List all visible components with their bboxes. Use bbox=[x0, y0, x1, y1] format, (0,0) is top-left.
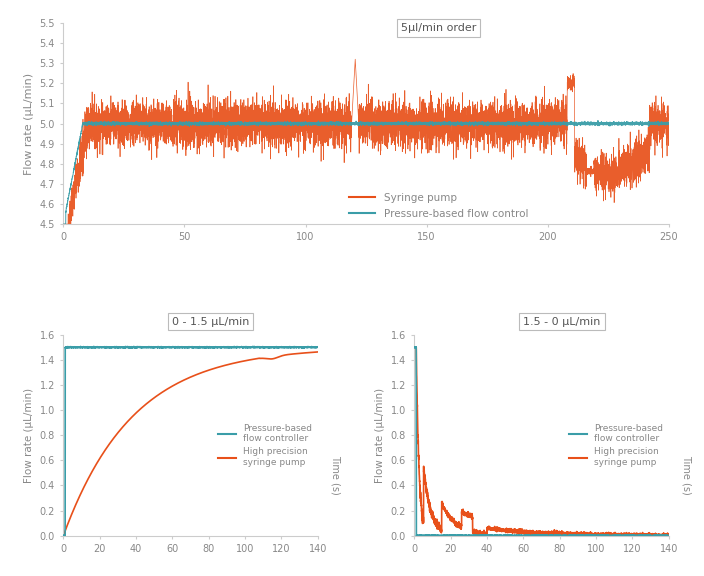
Text: Time (s): Time (s) bbox=[331, 456, 341, 495]
Y-axis label: Flow rate (μL/min): Flow rate (μL/min) bbox=[24, 73, 34, 175]
Y-axis label: Flow rate (μL/min): Flow rate (μL/min) bbox=[24, 388, 34, 483]
Legend: Pressure-based
flow controller, High precision
syringe pump: Pressure-based flow controller, High pre… bbox=[214, 420, 316, 471]
Text: 1.5 - 0 μL/min: 1.5 - 0 μL/min bbox=[523, 317, 601, 327]
Text: Time (s): Time (s) bbox=[681, 456, 691, 495]
Text: 0 - 1.5 μL/min: 0 - 1.5 μL/min bbox=[172, 317, 250, 327]
Legend: Syringe pump, Pressure-based flow control: Syringe pump, Pressure-based flow contro… bbox=[349, 193, 528, 219]
Y-axis label: Flow rate (μL/min): Flow rate (μL/min) bbox=[375, 388, 385, 483]
Legend: Pressure-based
flow controller, High precision
syringe pump: Pressure-based flow controller, High pre… bbox=[565, 420, 667, 471]
Text: 5μl/min order: 5μl/min order bbox=[401, 23, 477, 33]
